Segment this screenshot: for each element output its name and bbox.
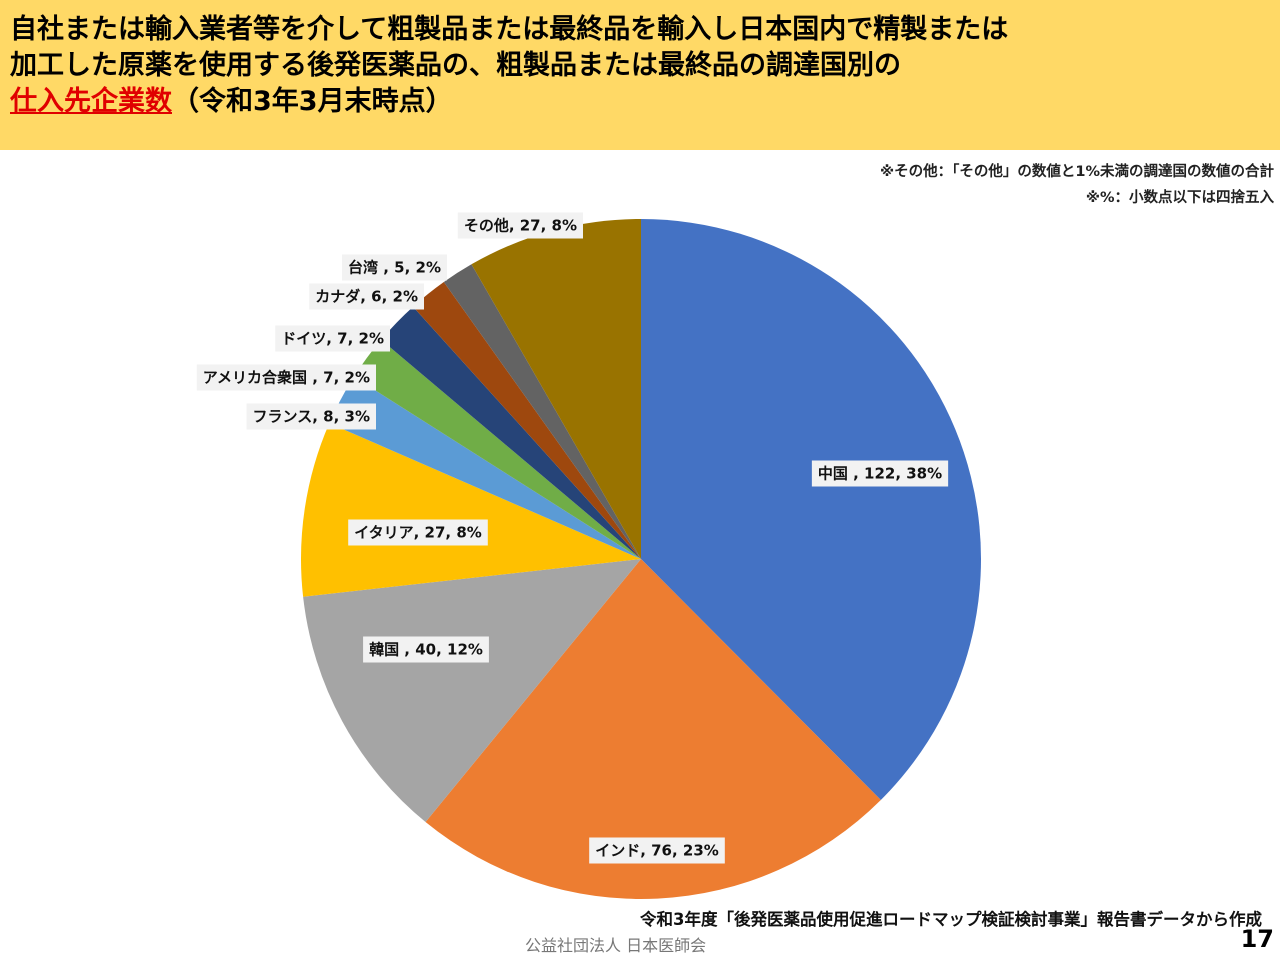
note-other-definition: ※その他：「その他」の数値と1%未満の調達国の数値の合計: [880, 164, 1274, 180]
organization-name: 公益社団法人 日本医師会: [525, 936, 707, 955]
note-rounding: ※%：小数点以下は四捨五入: [1085, 190, 1274, 206]
title-suffix: （令和3年3月末時点）: [172, 86, 453, 117]
data-label: 韓国 , 40, 12%: [369, 641, 483, 659]
data-label-background: [196, 364, 376, 391]
pie-slices: [301, 219, 981, 900]
title-line-3: 仕入先企業数（令和3年3月末時点）: [10, 84, 1270, 120]
pie-slice: [381, 306, 641, 559]
pie-slice: [353, 339, 641, 559]
pie-slice: [425, 559, 881, 900]
pie-slice: [413, 282, 641, 559]
data-label: インド, 76, 23%: [595, 842, 719, 860]
data-label-background: [348, 519, 488, 546]
data-label-background: [363, 636, 489, 663]
pie-slice: [641, 219, 981, 800]
pie-labels: 中国 , 122, 38% インド, 76, 23% 韓国 , 40, 12% イタリ…: [196, 212, 949, 864]
pie-slice: [301, 423, 641, 597]
pie-slice: [303, 559, 641, 823]
data-label-background: [342, 254, 447, 281]
data-label-background: [589, 837, 725, 864]
data-label-background: [309, 283, 424, 310]
pie-slice: [471, 219, 641, 559]
page-title: 自社または輸入業者等を介して粗製品または最終品を輸入し日本国内で精製または 加工…: [10, 12, 1270, 120]
data-label: イタリア, 27, 8%: [354, 524, 482, 542]
data-label-background: [457, 212, 583, 239]
data-label-background: [246, 403, 376, 430]
data-label: カナダ, 6, 2%: [315, 288, 418, 306]
title-highlight: 仕入先企業数: [10, 86, 172, 117]
data-label-background: [811, 460, 949, 487]
pie-slice: [329, 376, 641, 559]
source-note: 令和3年度「後発医薬品使用促進ロードマップ検証検討事業」報告書データから作成: [640, 910, 1262, 929]
data-label: その他, 27, 8%: [464, 217, 577, 235]
title-banner: 自社または輸入業者等を介して粗製品または最終品を輸入し日本国内で精製または 加工…: [0, 0, 1280, 150]
page-number: 17: [1240, 925, 1274, 953]
pie-slice: [443, 264, 641, 559]
data-label-background: [275, 325, 390, 352]
data-label: 中国 , 122, 38%: [818, 465, 942, 483]
title-line-1: 自社または輸入業者等を介して粗製品または最終品を輸入し日本国内で精製または: [10, 14, 1009, 45]
data-label: フランス, 8, 3%: [253, 408, 370, 426]
data-label: ドイツ, 7, 2%: [281, 330, 384, 348]
pie-chart: 中国 , 122, 38% インド, 76, 23% 韓国 , 40, 12% イタリ…: [196, 212, 981, 900]
title-line-2: 加工した原薬を使用する後発医薬品の、粗製品または最終品の調達国別の: [10, 50, 901, 81]
data-label: アメリカ合衆国 , 7, 2%: [203, 369, 370, 387]
data-label: 台湾 , 5, 2%: [348, 259, 441, 277]
